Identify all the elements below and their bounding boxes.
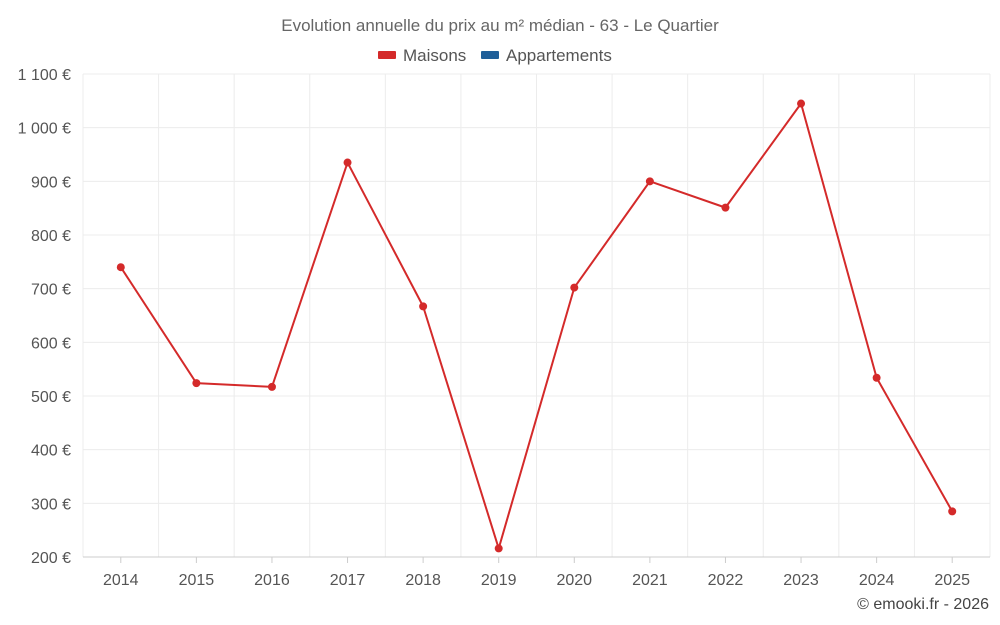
series-line-maisons <box>119 102 954 550</box>
data-point-maisons-2017[interactable] <box>343 158 352 167</box>
legend-label-maisons: Maisons <box>403 46 466 65</box>
legend: Maisons Appartements <box>378 46 612 65</box>
data-point-maisons-2023[interactable] <box>797 99 806 108</box>
x-tick-label: 2015 <box>179 572 215 589</box>
x-tick-label: 2020 <box>556 572 592 589</box>
y-tick-label: 1 000 € <box>18 121 71 138</box>
x-tick-label: 2024 <box>859 572 895 589</box>
legend-swatch-maisons <box>378 51 396 59</box>
y-tick-label: 200 € <box>31 550 71 567</box>
legend-item-appartements[interactable]: Appartements <box>481 46 612 65</box>
axes: 200 € 300 € 400 € 500 € 600 € 700 € 800 € 900 €… <box>18 67 990 589</box>
chart-title: Evolution annuelle du prix au m² médian … <box>281 16 719 35</box>
x-tick-label: 2018 <box>405 572 441 589</box>
y-tick-label: 400 € <box>31 443 71 460</box>
y-tick-label: 700 € <box>31 282 71 299</box>
x-tick-label: 2022 <box>708 572 744 589</box>
y-tick-label: 500 € <box>31 389 71 406</box>
y-tick-label: 1 100 € <box>18 67 71 84</box>
data-point-maisons-2016[interactable] <box>267 382 276 391</box>
credit-text: © emooki.fr - 2026 <box>857 596 989 613</box>
legend-label-appartements: Appartements <box>506 46 612 65</box>
data-point-maisons-2024[interactable] <box>872 373 881 382</box>
legend-item-maisons[interactable]: Maisons <box>378 46 466 65</box>
x-tick-label: 2019 <box>481 572 517 589</box>
x-tick-label: 2014 <box>103 572 139 589</box>
y-tick-label: 900 € <box>31 174 71 191</box>
x-tick-label: 2023 <box>783 572 819 589</box>
data-point-maisons-2021[interactable] <box>645 177 654 186</box>
data-point-maisons-2022[interactable] <box>721 203 730 212</box>
x-tick-label: 2025 <box>934 572 970 589</box>
data-point-maisons-2018[interactable] <box>419 302 428 311</box>
series-layer <box>116 99 957 553</box>
data-point-maisons-2019[interactable] <box>494 544 503 553</box>
data-point-maisons-2025[interactable] <box>948 507 957 516</box>
x-tick-label: 2016 <box>254 572 290 589</box>
y-tick-label: 800 € <box>31 228 71 245</box>
grid <box>82 73 991 557</box>
data-point-maisons-2020[interactable] <box>570 283 579 292</box>
y-tick-label: 300 € <box>31 496 71 513</box>
legend-swatch-appartements <box>481 51 499 59</box>
x-tick-label: 2021 <box>632 572 668 589</box>
data-point-maisons-2014[interactable] <box>116 263 125 272</box>
x-tick-label: 2017 <box>330 572 366 589</box>
data-point-maisons-2015[interactable] <box>192 379 201 388</box>
y-tick-label: 600 € <box>31 335 71 352</box>
